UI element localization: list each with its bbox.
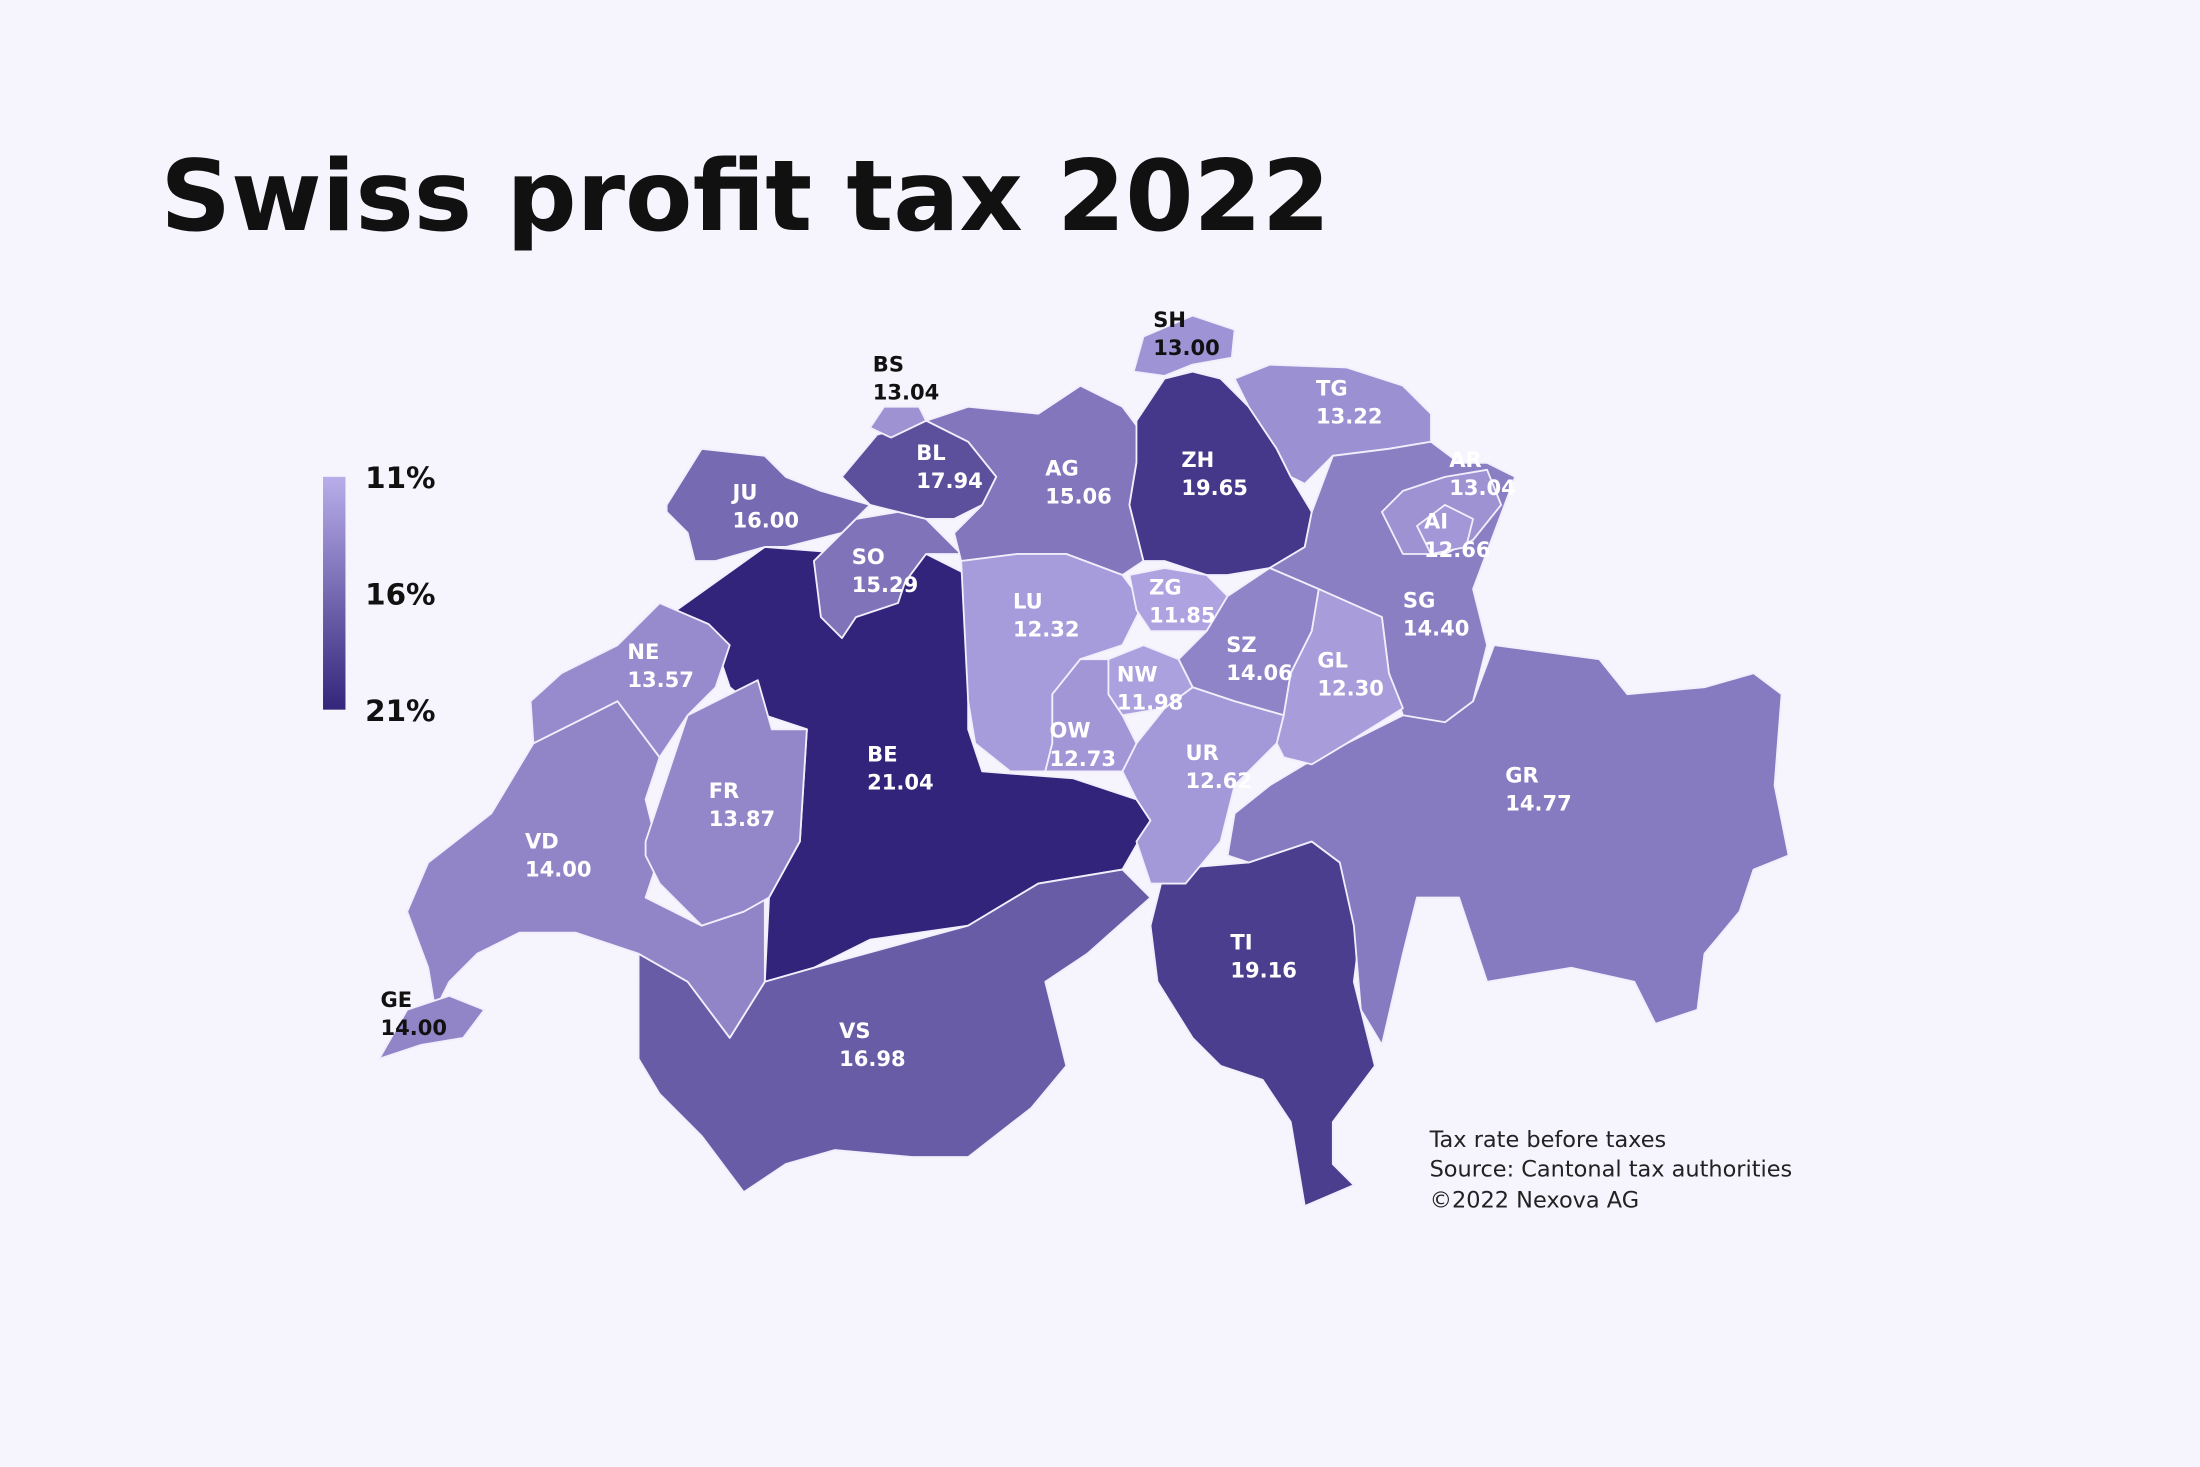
canton-code: TG	[1316, 376, 1348, 401]
canton-value: 19.65	[1181, 475, 1247, 500]
canton-code: LU	[1013, 589, 1043, 614]
canton-value: 14.00	[381, 1015, 447, 1040]
title: Swiss profit tax 2022	[160, 140, 1330, 254]
legend-colorbar	[323, 476, 346, 710]
canton	[1226, 644, 1790, 1046]
canton-value: 12.30	[1317, 676, 1383, 701]
legend: 11% 16% 21%	[365, 461, 435, 728]
legend-label: 16%	[365, 577, 435, 611]
canton-value: 13.04	[873, 380, 939, 405]
canton-value: 13.00	[1153, 335, 1219, 360]
canton-value: 16.00	[733, 507, 799, 532]
canton-labels: BE 21.04 VS 16.98 TI 19.16 GR 14.77 VD 14.00 FR 13.…	[381, 307, 1572, 1071]
canton-value: 19.16	[1230, 958, 1296, 983]
canton-value: 14.77	[1505, 791, 1571, 816]
canton	[1132, 314, 1236, 377]
legend-label: 21%	[365, 694, 435, 728]
canton-code: AI	[1424, 509, 1448, 534]
canton-code: UR	[1186, 740, 1219, 765]
canton-code: BS	[873, 352, 904, 377]
canton-value: 13.04	[1449, 475, 1515, 500]
canton	[644, 679, 808, 927]
canton-code: JU	[731, 479, 758, 504]
canton-code: SG	[1403, 587, 1435, 612]
canton	[665, 447, 871, 562]
note: ©2022 Nexova AG	[1430, 1188, 1640, 1214]
cantons	[378, 314, 1790, 1208]
canton	[378, 994, 486, 1060]
canton-value: 12.62	[1186, 768, 1252, 793]
canton-value: 12.73	[1050, 746, 1116, 771]
canton	[1416, 503, 1474, 555]
canton-code: BL	[916, 440, 945, 465]
canton-value: 14.00	[525, 857, 591, 882]
canton-value: 14.06	[1226, 660, 1292, 685]
canton-value: 15.06	[1045, 483, 1111, 508]
canton-value: 16.98	[839, 1046, 905, 1071]
canton-value: 21.04	[867, 770, 933, 795]
canton-code: SH	[1153, 307, 1186, 332]
canton-code: GR	[1505, 763, 1538, 788]
canton-code: NW	[1117, 662, 1158, 687]
canton-code: SO	[852, 544, 885, 569]
canton-code: TI	[1230, 929, 1252, 954]
canton-code: GE	[381, 987, 413, 1012]
canton-code: VS	[839, 1018, 870, 1043]
canton	[1044, 658, 1138, 773]
canton-value: 12.66	[1424, 537, 1490, 562]
canton-code: OW	[1050, 718, 1091, 743]
note: Tax rate before taxes	[1429, 1127, 1667, 1153]
canton	[812, 510, 963, 640]
canton-code: ZH	[1181, 447, 1214, 472]
canton-value: 13.87	[709, 806, 775, 831]
canton	[529, 602, 731, 759]
canton-code: AR	[1449, 447, 1481, 472]
canton	[869, 405, 928, 439]
canton-value: 15.29	[852, 572, 918, 597]
canton-code: NE	[627, 639, 659, 664]
canton-code: ZG	[1149, 575, 1182, 600]
canton-code: BE	[867, 742, 897, 767]
canton	[637, 868, 1152, 1194]
canton-value: 12.32	[1013, 617, 1079, 642]
canton-code: AG	[1045, 455, 1079, 480]
canton	[1107, 644, 1194, 717]
canton-value: 11.85	[1149, 603, 1215, 628]
canton	[1121, 686, 1285, 885]
note: Source: Cantonal tax authorities	[1430, 1157, 1793, 1183]
canton-code: VD	[525, 829, 559, 854]
canton-value: 11.98	[1117, 690, 1183, 715]
canton-value: 14.40	[1403, 615, 1469, 640]
legend-label: 11%	[365, 461, 435, 495]
canton-code: FR	[709, 778, 740, 803]
canton-value: 13.57	[627, 667, 693, 692]
canton-code: SZ	[1226, 632, 1256, 657]
canton-value: 17.94	[916, 468, 982, 493]
canton-code: GL	[1317, 648, 1348, 673]
canton-value: 13.22	[1316, 404, 1382, 429]
